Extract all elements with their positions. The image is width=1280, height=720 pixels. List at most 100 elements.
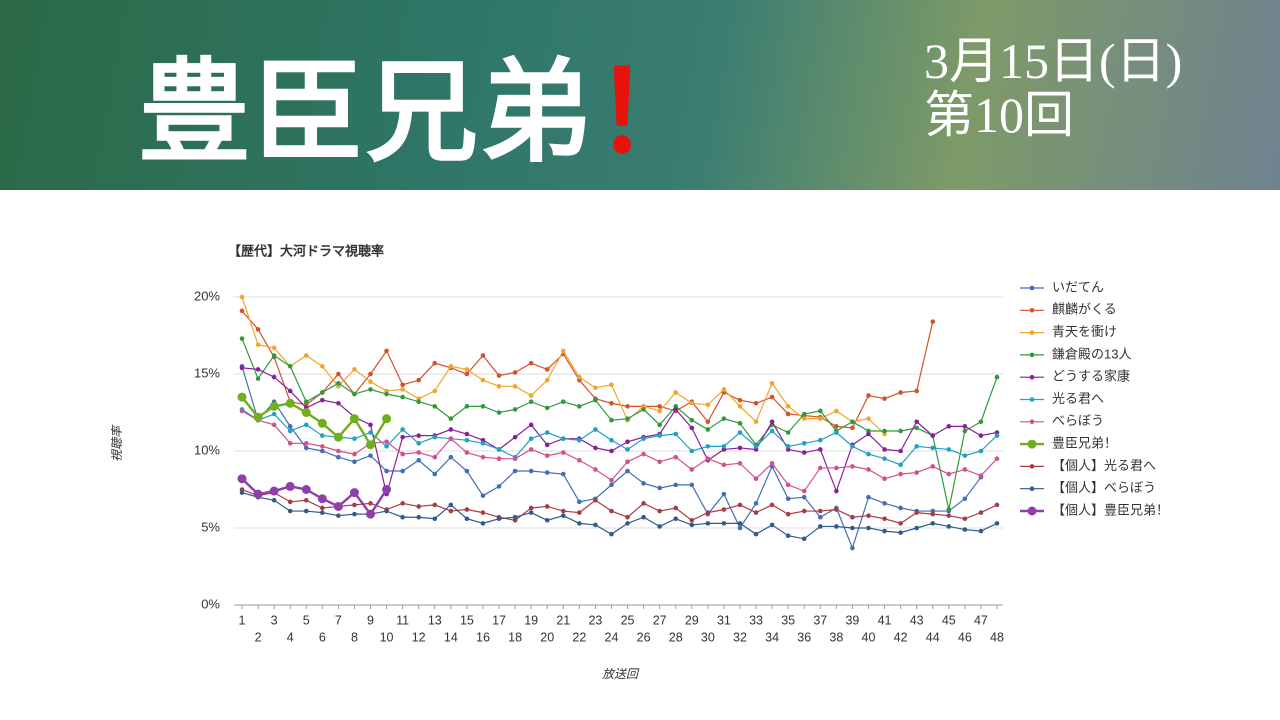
x-tick-label: 44 xyxy=(926,630,940,644)
data-point xyxy=(464,516,470,522)
data-point xyxy=(577,374,582,380)
y-axis-label: 視聴率 xyxy=(110,424,124,462)
legend-label: いだてん xyxy=(1052,279,1104,294)
x-tick-label: 19 xyxy=(524,613,538,627)
data-point xyxy=(898,462,903,468)
legend-label: 豊臣兄弟！ xyxy=(1052,436,1117,451)
legend-label: どうする家康 xyxy=(1052,369,1130,384)
data-point xyxy=(285,398,295,408)
x-tick-label: 2 xyxy=(255,630,262,644)
data-point xyxy=(769,394,775,400)
legend-marker xyxy=(1029,397,1035,402)
data-point xyxy=(432,454,438,460)
data-point xyxy=(287,508,293,514)
data-point xyxy=(898,530,903,535)
data-point xyxy=(737,397,743,403)
data-point xyxy=(609,382,614,388)
data-point xyxy=(930,511,936,517)
data-point xyxy=(253,412,263,422)
data-point xyxy=(528,468,534,474)
x-tick-label: 15 xyxy=(460,613,474,627)
data-point xyxy=(287,428,293,434)
data-point xyxy=(400,427,405,432)
data-point xyxy=(544,430,550,435)
data-point xyxy=(785,411,791,417)
data-point xyxy=(368,371,373,377)
data-point xyxy=(753,400,759,406)
data-point xyxy=(577,510,582,515)
data-point xyxy=(689,482,695,488)
data-point xyxy=(349,488,359,498)
data-point xyxy=(914,419,919,425)
x-tick-label: 37 xyxy=(813,613,827,627)
data-point xyxy=(528,505,534,511)
data-point xyxy=(432,434,438,440)
x-tick-label: 34 xyxy=(765,630,779,644)
data-point xyxy=(946,471,952,477)
data-point xyxy=(255,342,261,348)
data-point xyxy=(609,437,614,443)
data-point xyxy=(496,447,502,452)
data-point xyxy=(834,424,839,429)
data-point xyxy=(737,521,743,526)
x-tick-label: 5 xyxy=(303,613,310,627)
data-point xyxy=(753,419,759,425)
data-point xyxy=(801,494,807,500)
data-point xyxy=(496,456,502,462)
data-point xyxy=(577,457,582,463)
data-point xyxy=(753,531,759,537)
x-tick-label: 46 xyxy=(958,630,972,644)
data-point xyxy=(239,490,245,495)
data-point xyxy=(352,459,357,465)
legend-label: 【個人】光る君へ xyxy=(1052,458,1156,473)
data-point xyxy=(301,408,311,417)
data-point xyxy=(850,525,855,531)
data-point xyxy=(303,445,309,451)
legend-label: べらぼう xyxy=(1052,413,1104,428)
x-tick-label: 35 xyxy=(781,613,795,627)
legend-marker xyxy=(1027,506,1037,516)
data-point xyxy=(689,425,695,431)
data-point xyxy=(914,388,919,394)
data-point xyxy=(641,436,646,441)
data-point xyxy=(528,393,534,398)
data-point xyxy=(271,497,277,503)
data-point xyxy=(287,424,293,429)
data-point xyxy=(898,471,903,477)
headline: 豊臣兄弟！ xyxy=(138,22,708,184)
data-point xyxy=(641,481,646,486)
x-tick-label: 48 xyxy=(990,630,1004,644)
data-point xyxy=(978,448,984,454)
data-point xyxy=(368,501,373,506)
data-point xyxy=(785,533,791,538)
data-point xyxy=(400,514,405,520)
legend-label: 【個人】べらぼう xyxy=(1052,480,1156,495)
data-point xyxy=(287,388,293,394)
data-point xyxy=(432,360,438,366)
x-tick-label: 41 xyxy=(878,613,892,627)
data-point xyxy=(352,451,357,457)
data-point xyxy=(609,531,614,537)
chart-title: 【歴代】大河ドラマ視聴率 xyxy=(228,243,384,258)
x-tick-label: 20 xyxy=(540,630,554,644)
data-point xyxy=(416,377,422,383)
data-point xyxy=(528,436,534,441)
data-point xyxy=(382,414,392,424)
data-point xyxy=(464,431,470,437)
legend-marker xyxy=(1029,352,1035,358)
data-point xyxy=(544,453,550,458)
series-line xyxy=(241,408,998,466)
data-point xyxy=(352,436,357,441)
x-axis-label: 放送回 xyxy=(602,667,640,681)
data-point xyxy=(994,456,1000,462)
data-point xyxy=(962,496,968,502)
data-point xyxy=(271,345,277,351)
data-point xyxy=(480,404,486,409)
data-point xyxy=(609,508,614,514)
data-point xyxy=(705,427,711,432)
data-point xyxy=(544,405,550,411)
data-point xyxy=(673,516,679,522)
x-tick-label: 23 xyxy=(588,613,602,627)
data-point xyxy=(994,521,1000,526)
data-point xyxy=(480,454,486,460)
